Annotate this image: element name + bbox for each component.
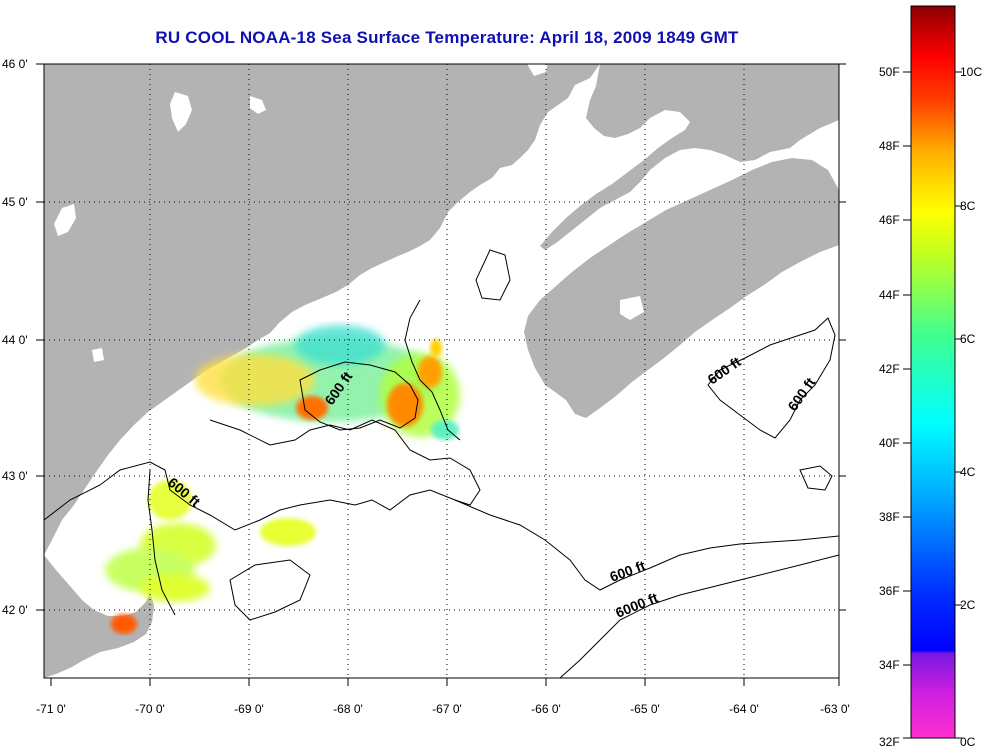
contour-6000ft — [559, 554, 839, 678]
colorbar-f-label: 48F — [879, 139, 900, 153]
colorbar-c-label: 6C — [960, 332, 976, 346]
lon-label: -65 0' — [630, 702, 660, 716]
colorbar-f-label: 38F — [879, 510, 900, 524]
lake — [620, 296, 644, 320]
lon-label: -64 0' — [729, 702, 759, 716]
contour-600ft-gulf — [44, 461, 839, 591]
contour-browns — [404, 299, 461, 441]
land-mainland — [44, 64, 600, 555]
land-nova-scotia — [524, 158, 839, 418]
lake — [527, 64, 548, 76]
colorbar-f-label: 44F — [879, 288, 900, 302]
colorbar-c-label: 2C — [960, 598, 976, 612]
lon-label: -66 0' — [531, 702, 561, 716]
colorbar-f-label: 32F — [879, 735, 900, 749]
colorbar-c-label: 4C — [960, 465, 976, 479]
lat-label: 45 0' — [2, 195, 28, 209]
axis-ticks — [36, 63, 846, 686]
lon-label: -71 0' — [36, 702, 66, 716]
lon-label: -63 0' — [820, 702, 850, 716]
colorbar-f-label: 34F — [879, 658, 900, 672]
lake — [54, 204, 76, 236]
lon-label: -70 0' — [135, 702, 165, 716]
land-new-brunswick — [540, 64, 839, 250]
lat-label: 46 0' — [2, 57, 28, 71]
colorbar-f-label: 42F — [879, 362, 900, 376]
lon-label: -67 0' — [432, 702, 462, 716]
map-frame — [43, 63, 840, 679]
lat-label: 44 0' — [2, 333, 28, 347]
sst-patches — [105, 325, 460, 634]
colorbar-f-label: 40F — [879, 436, 900, 450]
contour-600ft-basin — [209, 419, 481, 506]
contour-600ft-nova-scotia — [707, 317, 836, 439]
land-cape-cod — [44, 555, 154, 678]
lon-label: -69 0' — [234, 702, 264, 716]
colorbar-ticks — [903, 71, 962, 739]
lake — [250, 96, 266, 114]
map-title: RU COOL NOAA-18 Sea Surface Temperature:… — [155, 28, 739, 47]
colorbar-c-label: 0C — [960, 735, 976, 749]
lat-label: 42 0' — [2, 603, 28, 617]
contour-600ft-jordan — [299, 361, 419, 431]
lon-label: -68 0' — [333, 702, 363, 716]
lake — [170, 92, 192, 132]
colorbar-f-label: 50F — [879, 65, 900, 79]
bathymetry-contours — [44, 249, 839, 678]
colorbar-c-label: 8C — [960, 199, 976, 213]
lake — [92, 348, 104, 362]
contour-east — [799, 465, 833, 491]
contour-small — [475, 249, 511, 301]
colorbar-f-label: 46F — [879, 213, 900, 227]
colorbar-f-label: 36F — [879, 584, 900, 598]
lat-label: 43 0' — [2, 469, 28, 483]
colorbar — [910, 5, 956, 739]
contour-georges — [147, 469, 176, 616]
colorbar-c-label: 10C — [960, 65, 982, 79]
